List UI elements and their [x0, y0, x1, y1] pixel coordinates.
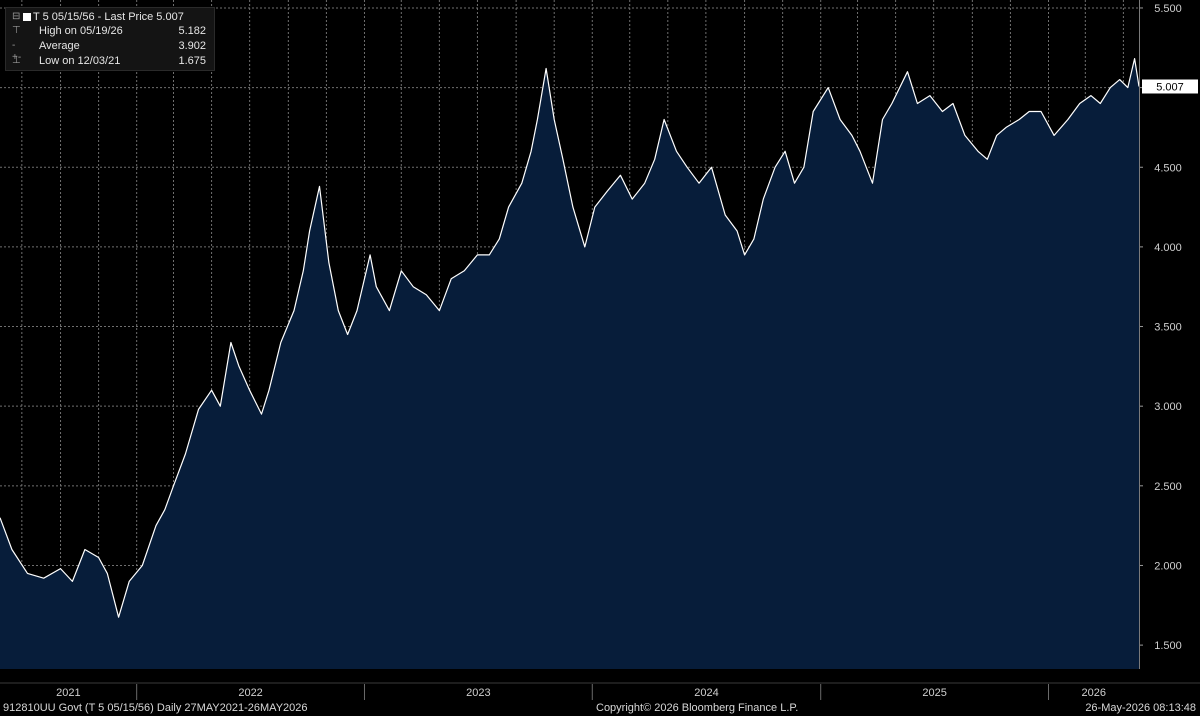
legend-title: T 5 05/15/56 - Last Price 5.007 [33, 11, 184, 23]
y-tick-label: 4.000 [1154, 242, 1182, 254]
price-area-fill [0, 58, 1139, 670]
last-price-tag-bg [1142, 79, 1198, 94]
x-tick-label: 2021 [56, 687, 80, 699]
y-tick-label: 2.500 [1154, 481, 1182, 493]
legend-low-label: Low on 12/03/21 [39, 55, 121, 67]
legend-title-row: ⊟ T 5 05/15/56 - Last Price 5.007 [6, 10, 214, 24]
collapse-icon[interactable]: ⊟ [12, 11, 21, 22]
high-marker-icon: ⊤ [12, 25, 21, 36]
legend-average-label: Average [39, 40, 80, 52]
last-price-tag: 5.007 [1142, 79, 1198, 94]
series-color-swatch [23, 13, 31, 21]
legend-low-value: 1.675 [178, 55, 206, 67]
price-area [0, 58, 1140, 670]
x-axis: 2021 2022 2023 2024 2025 2026 [0, 682, 1200, 700]
y-tick-label: 1.500 [1154, 640, 1182, 652]
legend-low-row: ⊥ Low on 12/03/21 1.675 [6, 54, 214, 68]
low-marker-icon: ⊥ [12, 55, 21, 66]
legend-box: ⊟ T 5 05/15/56 - Last Price 5.007 ⊤ High… [5, 7, 215, 71]
x-tick-label: 2025 [922, 687, 946, 699]
legend-high-value: 5.182 [178, 25, 206, 37]
last-price-tag-label: 5.007 [1156, 81, 1184, 93]
y-tick-label: 5.500 [1154, 3, 1182, 15]
y-tick-label: 3.000 [1154, 401, 1182, 413]
y-tick-label: 3.500 [1154, 322, 1182, 334]
y-tick-label: 4.500 [1154, 162, 1182, 174]
legend-average-row: -+- Average 3.902 [6, 39, 214, 63]
x-tick-label: 2022 [238, 687, 262, 699]
price-line [0, 58, 1140, 618]
footer-bar: 912810UU Govt (T 5 05/15/56) Daily 27MAY… [0, 701, 1200, 716]
x-tick-label: 2026 [1082, 687, 1106, 699]
x-tick-label: 2024 [694, 687, 718, 699]
footer-timestamp: 26-May-2026 08:13:48 [1085, 702, 1196, 714]
footer-security-info: 912810UU Govt (T 5 05/15/56) Daily 27MAY… [3, 702, 308, 714]
x-tick-label: 2023 [466, 687, 490, 699]
x-axis-band [0, 683, 1200, 700]
footer-copyright: Copyright© 2026 Bloomberg Finance L.P. [596, 702, 799, 714]
average-marker-icon: -+- [12, 40, 22, 63]
legend-high-label: High on 05/19/26 [39, 25, 123, 37]
y-tick-label: 2.000 [1154, 560, 1182, 572]
legend-high-row: ⊤ High on 05/19/26 5.182 [6, 24, 214, 38]
legend-average-value: 3.902 [178, 40, 206, 52]
